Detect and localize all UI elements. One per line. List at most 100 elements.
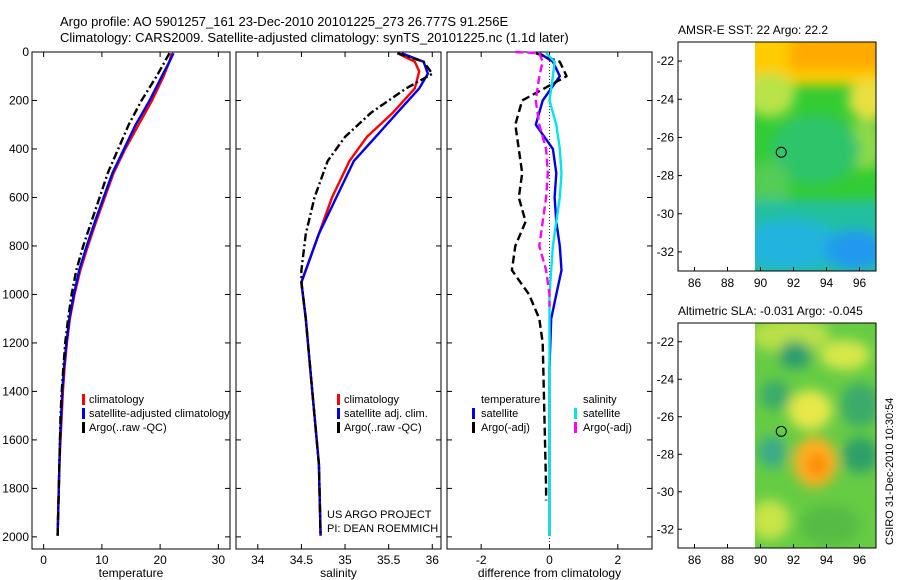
figure-title-line1: Argo profile: AO 5901257_161 23-Dec-2010… bbox=[60, 14, 508, 29]
x-tick-label: 0 bbox=[40, 553, 47, 567]
map-x-tick-label: 96 bbox=[853, 276, 867, 290]
map-title: Altimetric SLA: -0.031 Argo: -0.045 bbox=[678, 304, 863, 318]
x-axis-label: salinity bbox=[320, 566, 357, 580]
legend-swatch bbox=[472, 408, 475, 419]
legend-label: Argo(..raw -QC) bbox=[89, 422, 167, 434]
map-y-tick-label: -26 bbox=[657, 130, 675, 144]
x-tick-label: 34 bbox=[251, 553, 265, 567]
map-x-tick-label: 94 bbox=[820, 553, 834, 567]
plot-salinity: 34 34.5 35 35.5 36 salinity climatology satelli… bbox=[235, 51, 442, 580]
y-tick-label: 600 bbox=[9, 190, 29, 204]
map-sla_map: Altimetric SLA: -0.031 Argo: -0.045 86 88 9… bbox=[657, 304, 877, 567]
map-x-tick-label: 88 bbox=[721, 553, 735, 567]
legend-swatch bbox=[472, 422, 475, 433]
map-y-tick-label: -24 bbox=[657, 92, 675, 106]
x-tick-label: 2 bbox=[614, 553, 621, 567]
legend-label: satellite-adjusted climatology bbox=[89, 408, 230, 420]
map-x-tick-label: 90 bbox=[754, 553, 768, 567]
plot-frame bbox=[31, 51, 231, 550]
legend-swatch bbox=[337, 422, 340, 433]
plot-temperature: 0 10 20 30 0 200 400 600 800 1000 1200 1400 1600 1800… bbox=[2, 45, 231, 580]
legend-swatch bbox=[337, 408, 340, 419]
legend-label: climatology bbox=[89, 394, 145, 406]
map-y-tick-label: -32 bbox=[657, 245, 675, 259]
figure-title-line2: Climatology: CARS2009. Satellite-adjuste… bbox=[60, 30, 569, 45]
x-tick-label: 30 bbox=[212, 553, 226, 567]
plot-frame bbox=[235, 51, 442, 550]
argo-float-marker bbox=[775, 425, 787, 437]
map-y-tick-label: -30 bbox=[657, 485, 675, 499]
map-x-tick-label: 86 bbox=[688, 553, 702, 567]
series-line-2 bbox=[56, 52, 171, 536]
map-y-tick-label: -24 bbox=[657, 372, 675, 386]
map-y-tick-label: -32 bbox=[657, 522, 675, 536]
map-x-tick-label: 88 bbox=[721, 276, 735, 290]
legend-label: Argo(-adj) bbox=[481, 422, 530, 434]
x-tick-label: 35 bbox=[338, 553, 352, 567]
project-annotation: PI: DEAN ROEMMICH bbox=[327, 523, 438, 535]
map-title: AMSR-E SST: 22 Argo: 22.2 bbox=[678, 23, 828, 37]
series-line-0 bbox=[534, 52, 563, 536]
map-x-tick-label: 86 bbox=[688, 276, 702, 290]
y-tick-label: 1400 bbox=[2, 384, 29, 398]
y-tick-label: 1600 bbox=[2, 433, 29, 447]
series-line-2 bbox=[300, 52, 434, 536]
map-y-tick-label: -28 bbox=[657, 169, 675, 183]
legend-swatch bbox=[574, 422, 577, 433]
side-timestamp: CSIRO 31-Dec-2010 10:30:54 bbox=[884, 398, 896, 545]
x-tick-label: -2 bbox=[476, 553, 487, 567]
map-y-tick-label: -22 bbox=[657, 335, 675, 349]
map-y-tick-label: -22 bbox=[657, 54, 675, 68]
x-axis-label: temperature bbox=[99, 566, 164, 580]
legend-label: satellite adj. clim. bbox=[344, 408, 428, 420]
legend-label: satellite bbox=[481, 408, 518, 420]
map-x-tick-label: 92 bbox=[787, 276, 801, 290]
legend-title-temperature: temperature bbox=[481, 394, 540, 406]
map-sst_map: AMSR-E SST: 22 Argo: 22.2 86 88 90 92 94 96 -22… bbox=[657, 23, 877, 290]
map-x-tick-label: 94 bbox=[820, 276, 834, 290]
x-tick-label: 35.5 bbox=[377, 553, 401, 567]
x-tick-label: 0 bbox=[546, 553, 553, 567]
map-y-tick-label: -28 bbox=[657, 447, 675, 461]
x-tick-label: 34.5 bbox=[290, 553, 314, 567]
series-line-1 bbox=[56, 52, 175, 536]
y-tick-label: 0 bbox=[22, 45, 29, 59]
series-line-1 bbox=[300, 52, 430, 536]
map-frame bbox=[677, 322, 877, 549]
map-x-tick-label: 92 bbox=[787, 553, 801, 567]
map-x-tick-label: 90 bbox=[754, 276, 768, 290]
x-tick-label: 10 bbox=[95, 553, 109, 567]
legend-swatch bbox=[82, 394, 85, 405]
legend-label: climatology bbox=[344, 394, 400, 406]
x-tick-label: 20 bbox=[153, 553, 167, 567]
legend-swatch bbox=[574, 408, 577, 419]
map-x-tick-label: 96 bbox=[853, 553, 867, 567]
plots-layer: 0 10 20 30020040060080010001200140016001800… bbox=[2, 23, 877, 580]
legend-title-salinity: salinity bbox=[583, 394, 617, 406]
y-tick-label: 1000 bbox=[2, 287, 29, 301]
map-frame bbox=[677, 41, 877, 272]
legend-label: Argo(-adj) bbox=[583, 422, 632, 434]
series-line-3 bbox=[515, 50, 551, 307]
map-y-tick-label: -30 bbox=[657, 207, 675, 221]
legend-label: Argo(..raw -QC) bbox=[344, 422, 422, 434]
legend-swatch bbox=[82, 422, 85, 433]
y-tick-label: 400 bbox=[9, 142, 29, 156]
legend-swatch bbox=[82, 408, 85, 419]
legend-label: satellite bbox=[583, 408, 620, 420]
x-tick-label: 36 bbox=[426, 553, 440, 567]
y-tick-label: 800 bbox=[9, 239, 29, 253]
map-y-tick-label: -26 bbox=[657, 410, 675, 424]
project-annotation: US ARGO PROJECT bbox=[327, 509, 432, 521]
legend-swatch bbox=[337, 394, 340, 405]
sla-heatmap bbox=[755, 323, 876, 548]
argo-float-marker bbox=[775, 146, 787, 158]
y-tick-label: 1800 bbox=[2, 481, 29, 495]
sst-heatmap bbox=[755, 42, 876, 271]
y-tick-label: 200 bbox=[9, 93, 29, 107]
x-axis-label: difference from climatology bbox=[478, 566, 621, 580]
y-tick-label: 1200 bbox=[2, 336, 29, 350]
y-tick-label: 2000 bbox=[2, 530, 29, 544]
